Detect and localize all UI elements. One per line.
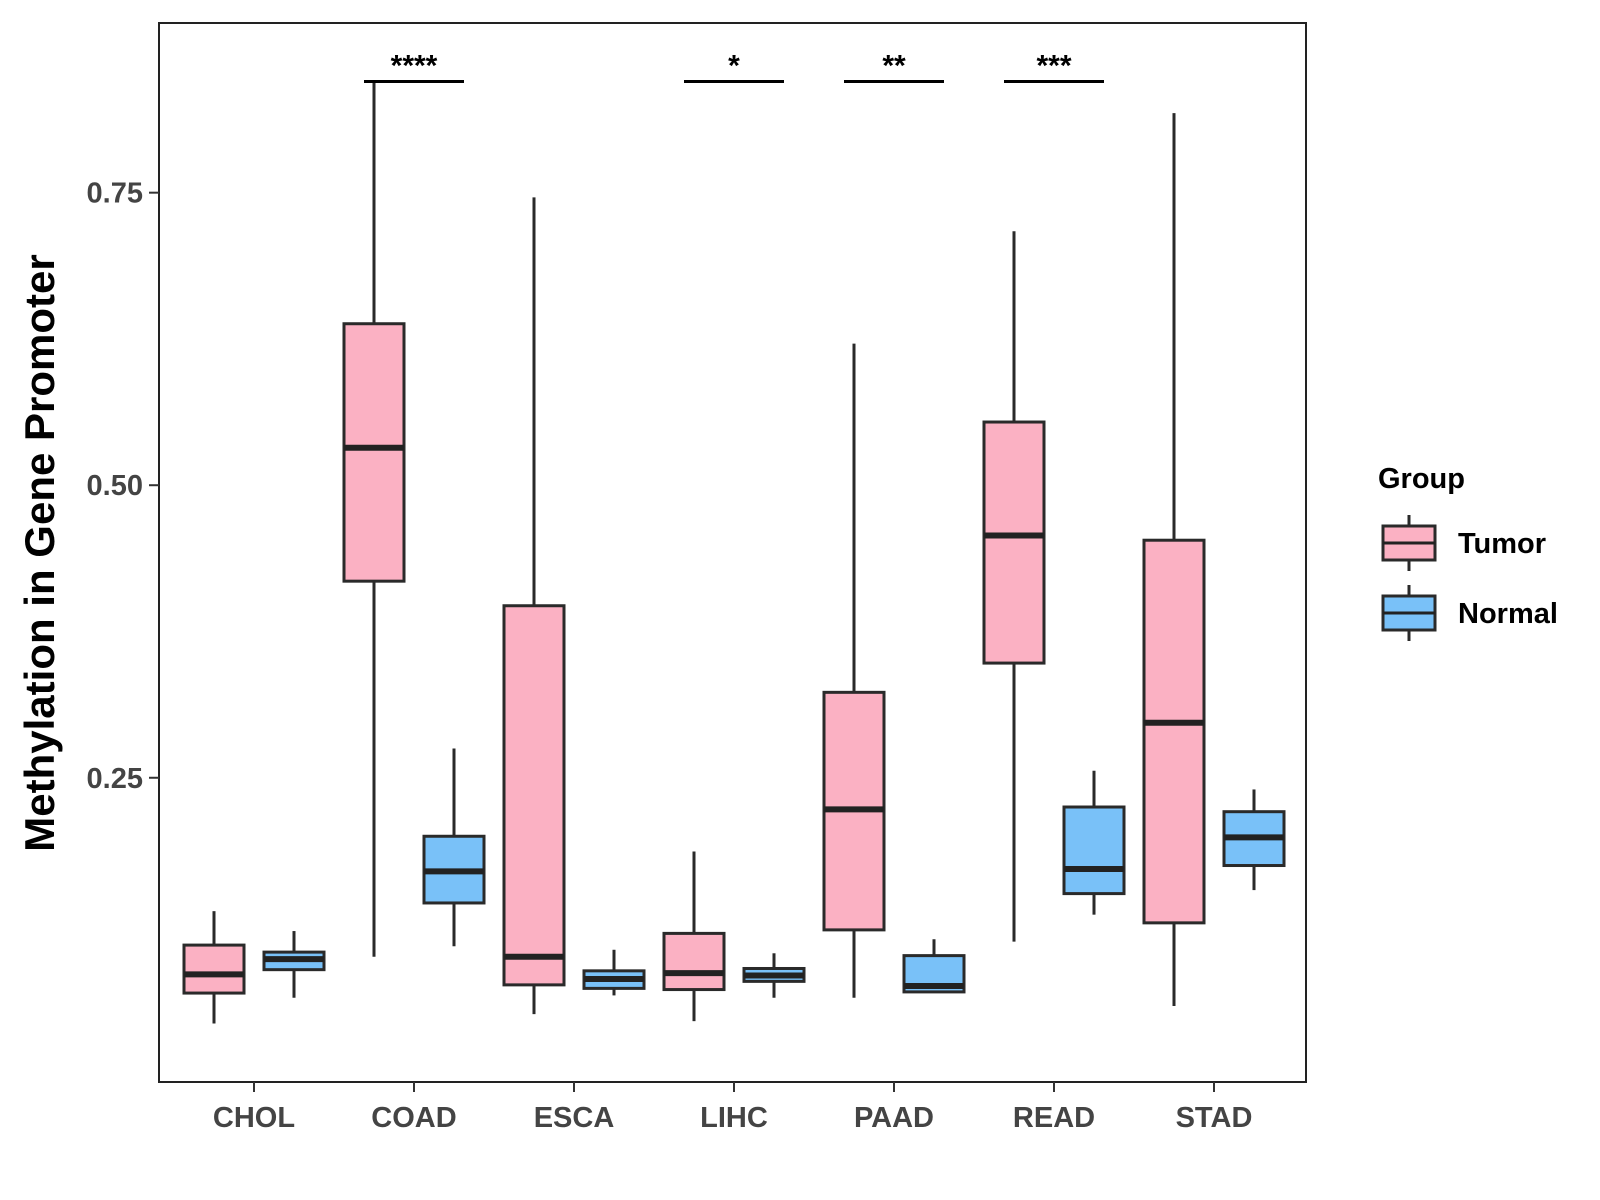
box-tumor-coad: [342, 81, 406, 957]
x-tick-label-lihc: LIHC: [700, 1102, 768, 1134]
iqr-box-tumor-lihc: [662, 931, 726, 992]
x-tick-label-paad: PAAD: [854, 1102, 934, 1134]
iqr-box-tumor-esca: [502, 604, 566, 987]
x-tick-label-chol: CHOL: [213, 1102, 295, 1134]
legend-label-tumor: Tumor: [1458, 528, 1546, 560]
box-tumor-read: [982, 231, 1046, 942]
box-tumor-stad: [1142, 113, 1206, 1006]
y-axis-title: Methylation in Gene Promoter: [16, 254, 63, 851]
x-tick-label-coad: COAD: [371, 1102, 456, 1134]
box-tumor-lihc: [662, 851, 726, 1022]
box-normal-paad: [902, 939, 966, 994]
iqr-box-tumor-stad: [1142, 538, 1206, 925]
legend-title: Group: [1378, 463, 1465, 495]
x-axis: CHOL COAD ESCA LIHC PAAD READ STAD: [213, 1082, 1252, 1134]
plot-panel-border: [158, 22, 1307, 1083]
box-tumor-chol: [182, 911, 246, 1024]
x-tick-label-stad: STAD: [1176, 1102, 1253, 1134]
legend: Group Tumor Normal: [1378, 463, 1558, 641]
sig-label-lihc: *: [728, 50, 740, 83]
box-tumor-paad: [822, 343, 886, 998]
significance-layer: **** * ** ***: [364, 50, 1104, 84]
sig-label-read: ***: [1036, 50, 1071, 83]
y-tick-label: 0.75: [87, 178, 143, 210]
box-normal-read: [1062, 770, 1126, 915]
x-tick-label-read: READ: [1013, 1102, 1095, 1134]
box-tumor-esca: [502, 197, 566, 1015]
iqr-box-tumor-coad: [342, 322, 406, 583]
boxes-layer: [182, 81, 1286, 1024]
legend-label-normal: Normal: [1458, 598, 1558, 630]
sig-label-paad: **: [882, 50, 906, 83]
box-normal-lihc: [742, 953, 806, 998]
y-tick-label: 0.25: [87, 763, 143, 795]
box-normal-stad: [1222, 789, 1286, 891]
box-normal-chol: [262, 931, 326, 998]
legend-entry-tumor: Tumor: [1381, 515, 1546, 571]
y-tick-label: 0.50: [87, 470, 143, 502]
x-tick-label-esca: ESCA: [534, 1102, 615, 1134]
y-axis: 0.25 0.50 0.75: [87, 178, 159, 795]
legend-entry-normal: Normal: [1381, 585, 1558, 641]
iqr-box-normal-read: [1062, 805, 1126, 896]
iqr-box-tumor-chol: [182, 943, 246, 995]
sig-label-coad: ****: [391, 50, 438, 83]
box-normal-esca: [582, 949, 646, 996]
iqr-box-tumor-read: [982, 420, 1046, 665]
box-normal-coad: [422, 748, 486, 947]
